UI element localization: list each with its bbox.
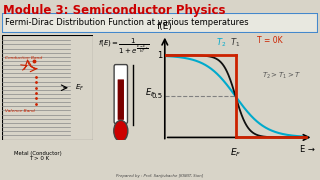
Text: $T_1$: $T_1$ — [229, 36, 240, 49]
Text: E →: E → — [300, 145, 315, 154]
Text: $T_2$: $T_2$ — [216, 36, 227, 49]
Text: $f(E) = \dfrac{1}{1+e^{\frac{E-E_F}{kT}}}$: $f(E) = \dfrac{1}{1+e^{\frac{E-E_F}{kT}}… — [98, 37, 149, 56]
Text: f(E): f(E) — [157, 22, 173, 31]
Text: T > 0 K: T > 0 K — [29, 156, 49, 161]
Text: $E_F$: $E_F$ — [75, 83, 84, 93]
Text: Conduction Band: Conduction Band — [5, 56, 42, 60]
FancyBboxPatch shape — [118, 79, 124, 120]
Text: Metal (Conductor): Metal (Conductor) — [14, 151, 62, 156]
Text: Module 3: Semiconductor Physics: Module 3: Semiconductor Physics — [3, 4, 226, 17]
Text: 0.5: 0.5 — [151, 93, 162, 99]
Text: T = 0K: T = 0K — [257, 36, 283, 45]
Text: Fermi-Dirac Distribution Function at various temperatures: Fermi-Dirac Distribution Function at var… — [5, 19, 248, 28]
Bar — [15, 152, 63, 166]
Text: Prepared by : Prof. Sanjivbache [KSBIT, Sion]: Prepared by : Prof. Sanjivbache [KSBIT, … — [116, 174, 204, 178]
Text: $E_F$: $E_F$ — [230, 147, 241, 159]
Circle shape — [114, 120, 128, 141]
FancyBboxPatch shape — [114, 65, 127, 123]
Text: $T_2 > T_1 > T$: $T_2 > T_1 > T$ — [262, 71, 301, 82]
Text: 1: 1 — [157, 51, 162, 60]
Text: $E_F$: $E_F$ — [145, 87, 156, 99]
Text: Valence Band: Valence Band — [5, 109, 35, 113]
